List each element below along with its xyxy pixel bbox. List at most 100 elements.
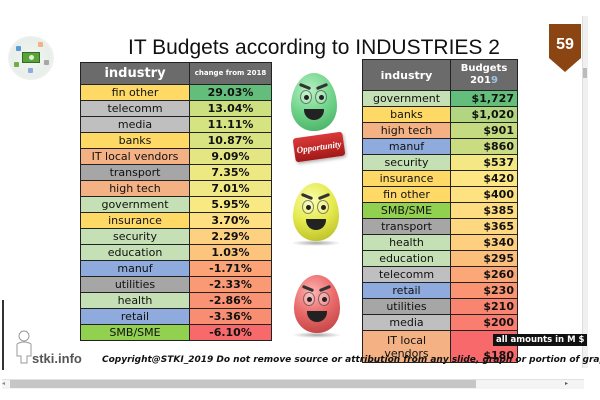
value-cell: 2.29% <box>189 228 272 245</box>
header-change: change from 2018 <box>189 62 272 85</box>
copyright-notice: Copyright@STKI_2019 Do not remove source… <box>102 355 600 365</box>
value-cell: $340 <box>450 234 518 251</box>
value-cell: $210 <box>450 298 518 315</box>
eyebrow <box>318 284 332 293</box>
table-row: high tech 7.01% <box>80 180 272 197</box>
value-cell: $200 <box>450 314 518 331</box>
chart-icon <box>14 62 19 67</box>
table-row: media $200 <box>362 314 518 331</box>
horizontal-scrollbar-thumb[interactable] <box>10 380 476 388</box>
badge-shape <box>549 24 581 72</box>
industry-cell: insurance <box>80 212 190 229</box>
change-table: industry change from 2018 fin other 29.03… <box>80 62 272 341</box>
value-cell: $901 <box>450 122 518 139</box>
slide-title: IT Budgets according to INDUSTRIES 2 <box>128 36 500 59</box>
value-cell: 10.87% <box>189 132 272 149</box>
header-industry: industry <box>362 59 451 91</box>
industry-cell: security <box>362 154 451 171</box>
header-budgets-label: Budgets <box>460 63 508 74</box>
industry-cell: IT local vendors <box>362 330 451 363</box>
scroll-right-arrow-icon[interactable]: ▸ <box>565 380 569 387</box>
table-row: insurance 3.70% <box>80 212 272 229</box>
page-number: 59 <box>556 36 574 53</box>
industry-cell: government <box>362 90 451 107</box>
industry-cell: SMB/SME <box>362 202 451 219</box>
grinning-red-egg-icon <box>294 275 340 333</box>
building-icon <box>28 68 33 73</box>
table-row: manuf $860 <box>362 138 518 155</box>
industry-cell: IT local vendors <box>80 148 190 165</box>
value-cell: 3.70% <box>189 212 272 229</box>
amounts-note: all amounts in M $ <box>493 334 588 346</box>
table-row: manuf -1.71% <box>80 260 272 277</box>
table-row: utilities $210 <box>362 298 518 315</box>
slide-border <box>2 300 4 370</box>
value-cell: 1.03% <box>189 244 272 261</box>
value-cell: -6.10% <box>189 324 272 341</box>
table-row: transport 7.35% <box>80 164 272 181</box>
industry-cell: high tech <box>362 122 451 139</box>
value-cell: $260 <box>450 266 518 283</box>
budget-table: industry Budgets 2019 government $1,727 ba… <box>362 59 518 363</box>
table-row: security $537 <box>362 154 518 171</box>
value-cell: 29.03% <box>189 84 272 101</box>
table-row: utilities -2.33% <box>80 276 272 293</box>
eye <box>300 90 312 104</box>
vertical-scrollbar-thumb[interactable] <box>583 68 587 78</box>
industry-cell: manuf <box>80 260 190 277</box>
industry-cell: transport <box>362 218 451 235</box>
table-row: banks 10.87% <box>80 132 272 149</box>
mouth <box>304 109 324 120</box>
gear-icon <box>44 60 49 65</box>
table-row: IT local vendors $180 <box>362 330 518 363</box>
value-cell: $860 <box>450 138 518 155</box>
industry-cell: retail <box>80 308 190 325</box>
value-cell: 11.11% <box>189 116 272 133</box>
industry-cell: high tech <box>80 180 190 197</box>
industry-cell: education <box>362 250 451 267</box>
value-cell: $1,727 <box>450 90 518 107</box>
table-row: media 11.11% <box>80 116 272 133</box>
industry-cell: telecomm <box>80 100 190 117</box>
industry-cell: media <box>80 116 190 133</box>
table-row: retail $230 <box>362 282 518 299</box>
header-budgets: Budgets 2019 <box>450 59 518 91</box>
table-row: government $1,727 <box>362 90 518 107</box>
vertical-scrollbar[interactable] <box>582 16 588 368</box>
industry-cell: health <box>80 292 190 309</box>
change-table-header: industry change from 2018 <box>80 62 272 85</box>
industry-cell: security <box>80 228 190 245</box>
value-cell: $295 <box>450 250 518 267</box>
eye <box>303 292 315 306</box>
value-cell: -2.33% <box>189 276 272 293</box>
table-row: banks $1,020 <box>362 106 518 123</box>
eye <box>302 200 314 214</box>
mouth <box>307 311 327 322</box>
table-row: health -2.86% <box>80 292 272 309</box>
industry-cell: media <box>362 314 451 331</box>
scroll-left-arrow-icon[interactable]: ◂ <box>2 380 6 387</box>
value-cell: 9.09% <box>189 148 272 165</box>
industry-cell: government <box>80 196 190 213</box>
table-row: retail -3.36% <box>80 308 272 325</box>
value-cell: -2.86% <box>189 292 272 309</box>
eye <box>317 200 329 214</box>
table-row: telecomm 13.04% <box>80 100 272 117</box>
industry-cell: manuf <box>362 138 451 155</box>
egg-shadow <box>292 332 342 338</box>
value-cell: 7.35% <box>189 164 272 181</box>
value-cell: -1.71% <box>189 260 272 277</box>
value-cell: -3.36% <box>189 308 272 325</box>
value-cell: $1,020 <box>450 106 518 123</box>
header-industry: industry <box>80 62 190 85</box>
value-cell: $400 <box>450 186 518 203</box>
page-number-badge <box>549 24 581 72</box>
money-services-icon <box>8 36 54 80</box>
industry-cell: insurance <box>362 170 451 187</box>
table-row: security 2.29% <box>80 228 272 245</box>
mouth <box>306 219 326 230</box>
cart-icon <box>38 42 43 47</box>
table-row: SMB/SME -6.10% <box>80 324 272 341</box>
value-cell: 7.01% <box>189 180 272 197</box>
value-cell: $420 <box>450 170 518 187</box>
